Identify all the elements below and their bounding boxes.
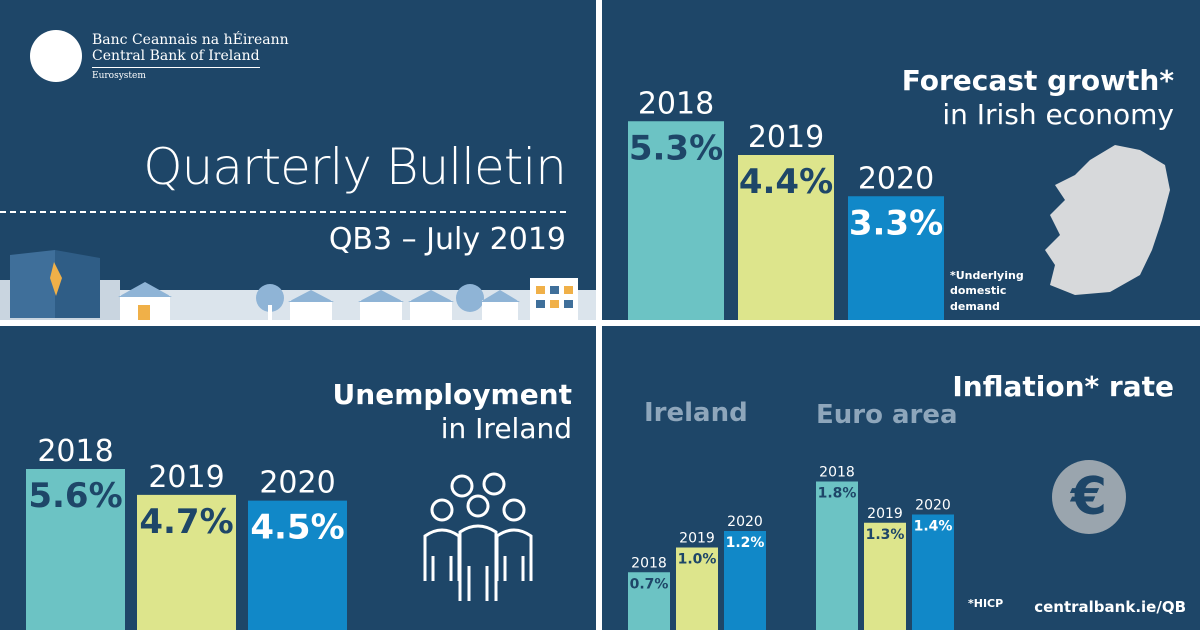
website-url[interactable]: centralbank.ie/QB [1034, 598, 1186, 616]
org-name-english: Central Bank of Ireland [92, 48, 260, 64]
inflation-value-label: 1.8% [818, 486, 857, 502]
unemployment-value-label: 5.6% [28, 476, 122, 516]
inflation-panel: Inflation* rate Ireland Euro area 2018 0.… [602, 326, 1200, 630]
inflation-bar-0-2019 [676, 547, 718, 630]
central-bank-logo [30, 30, 82, 82]
org-name-irish: Banc Ceannais na hÉireann [92, 32, 289, 48]
inflation-category-label: 2019 [867, 506, 903, 522]
unemployment-value-label: 4.7% [139, 502, 233, 542]
inflation-value-label: 1.0% [678, 552, 717, 568]
inflation-category-label: 2018 [631, 555, 667, 571]
inflation-bar-1-2020 [912, 514, 954, 630]
growth-bar-2018 [628, 121, 724, 320]
inflation-bar-chart: 2018 0.7% 2019 1.0% 2020 1.2% 2018 1.8% 2019 1.3%… [628, 465, 954, 630]
growth-category-label: 2019 [748, 120, 824, 155]
growth-bar-chart: 2018 5.3% 2019 4.4% 2020 3.3% [628, 86, 944, 320]
unemployment-bar-2020 [248, 500, 347, 630]
growth-panel: Forecast growth* in Irish economy 2018 5.… [602, 0, 1200, 320]
series-label-euro-area: Euro area [816, 400, 958, 430]
people-group-icon [423, 472, 533, 601]
inflation-bar-0-2020 [724, 531, 766, 630]
inflation-title: Inflation* rate [952, 370, 1174, 403]
unemployment-panel: Unemployment in Ireland 2018 5.6% 2019 4.7%… [0, 326, 596, 630]
inflation-bar-0-2018 [628, 572, 670, 630]
growth-category-label: 2020 [858, 161, 934, 196]
inflation-bar-1-2019 [864, 522, 906, 630]
inflation-category-label: 2018 [819, 465, 855, 481]
growth-value-label: 3.3% [849, 203, 943, 243]
unemployment-title: Unemployment [332, 378, 572, 411]
inflation-category-label: 2019 [679, 531, 715, 547]
inflation-value-label: 1.2% [726, 535, 765, 551]
unemployment-value-label: 4.5% [250, 508, 344, 548]
euro-icon: € [1052, 460, 1126, 534]
growth-value-label: 4.4% [739, 162, 833, 202]
title-divider [0, 211, 566, 213]
growth-footnote: *Underlying domestic demand [950, 269, 1024, 313]
unemployment-category-label: 2019 [148, 460, 224, 495]
brand-divider [92, 67, 260, 68]
org-subtitle: Eurosystem [92, 71, 146, 81]
ireland-map-icon [1045, 145, 1170, 295]
growth-bar-2019 [738, 155, 834, 320]
growth-subtitle: in Irish economy [942, 98, 1174, 131]
page-subtitle: QB3 – July 2019 [328, 222, 566, 257]
inflation-category-label: 2020 [727, 514, 763, 530]
inflation-value-label: 0.7% [630, 576, 669, 592]
growth-bar-2020 [848, 196, 944, 320]
inflation-category-label: 2020 [915, 498, 951, 514]
unemployment-bar-2019 [137, 494, 236, 630]
series-label-ireland: Ireland [644, 398, 748, 428]
growth-category-label: 2018 [638, 86, 714, 121]
unemployment-category-label: 2020 [259, 466, 335, 501]
inflation-value-label: 1.3% [866, 527, 905, 543]
unemployment-subtitle: in Ireland [440, 412, 572, 445]
growth-value-label: 5.3% [629, 128, 723, 168]
inflation-footnote: *HICP [968, 597, 1004, 610]
city-skyline-illustration [0, 250, 596, 320]
unemployment-bar-2018 [26, 469, 125, 630]
growth-title: Forecast growth* [901, 64, 1174, 97]
inflation-bar-1-2018 [816, 481, 858, 630]
inflation-value-label: 1.4% [914, 519, 953, 535]
page-title: Quarterly Bulletin [143, 138, 567, 196]
title-panel: Banc Ceannais na hÉireann Central Bank o… [0, 0, 596, 320]
unemployment-category-label: 2018 [37, 434, 113, 469]
unemployment-bar-chart: 2018 5.6% 2019 4.7% 2020 4.5% [26, 434, 347, 630]
